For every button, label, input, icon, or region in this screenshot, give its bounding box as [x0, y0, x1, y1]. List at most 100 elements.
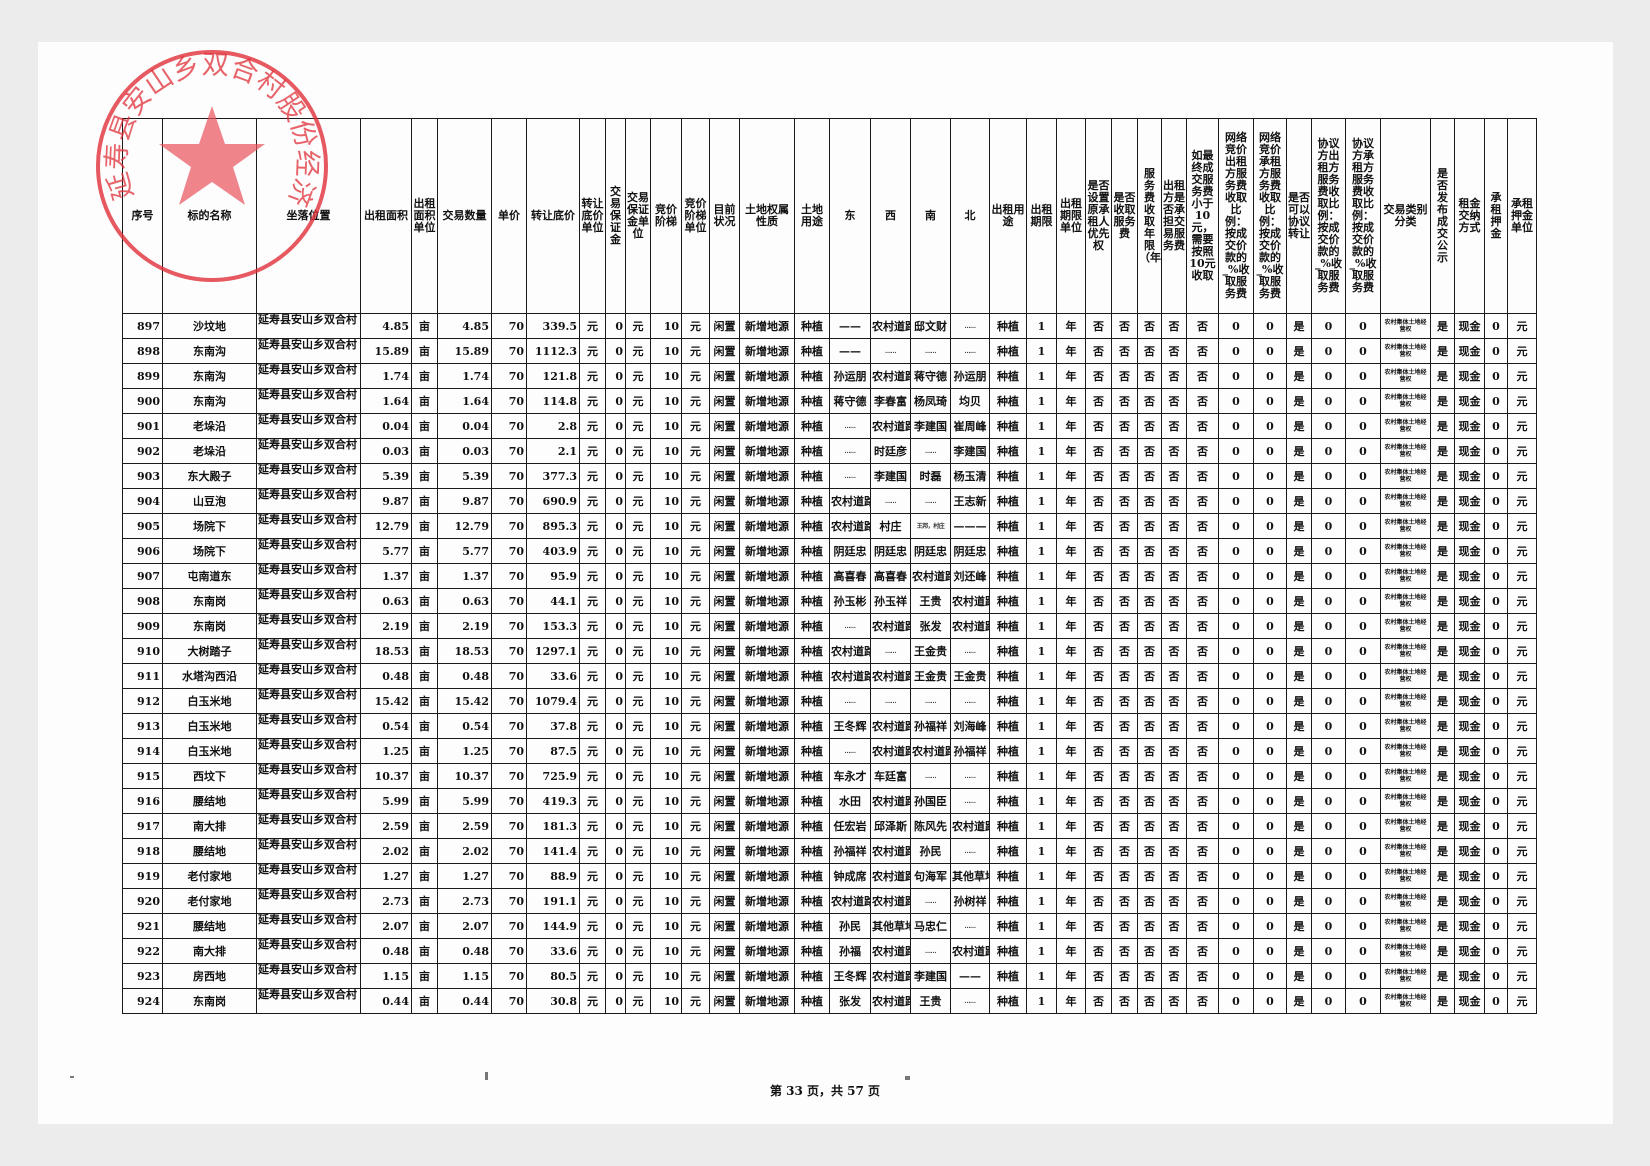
cell-price-unit: 元 [579, 688, 606, 714]
cell-bid-step: 10 [650, 613, 682, 639]
table-row: 909 东南岗 延寿县安山乡双合村 2.19 亩 2.19 70 153.3 元 0 元 10 元闲置新… [122, 613, 1537, 639]
cell-reserve-price: 88.9 [526, 863, 580, 889]
cell-min-fee-rule: 否 [1186, 588, 1219, 614]
cell-bid-step: 10 [650, 863, 682, 889]
location-text: 延寿县安山乡双合村 [258, 489, 357, 501]
cell-negotiated-lessee-fee-rate: 0 [1345, 913, 1381, 939]
cell-online-lessee-fee-rate: 0 [1253, 388, 1287, 414]
cell-bid-step-unit: 元 [681, 488, 710, 514]
cell-priority-right: 否 [1085, 638, 1112, 664]
cell-fee-years: 否 [1137, 813, 1162, 839]
cell-lot-name: 东南沟 [162, 363, 257, 389]
cell-west-boundary: 农村道路 [870, 988, 911, 1014]
cell-bid-step: 10 [650, 413, 682, 439]
cell-price-unit: 元 [579, 788, 606, 814]
cell-negotiated-lessor-fee-rate: 0 [1311, 363, 1346, 389]
cell-west-boundary: 农村道路 [870, 663, 911, 689]
cell-online-lessee-fee-rate: 0 [1253, 838, 1287, 864]
cell-location: 延寿县安山乡双合村 [256, 638, 361, 664]
cell-payment-method: 现金 [1454, 363, 1485, 389]
cell-price-unit: 元 [579, 463, 606, 489]
cell-online-lessor-fee-rate: 0 [1218, 663, 1254, 689]
cell-lease-area: 0.48 [360, 663, 412, 689]
cell-serial-no: 901 [122, 413, 163, 439]
cell-online-lessee-fee-rate: 0 [1253, 613, 1287, 639]
cell-trade-category: 农村集体土地经营权 [1380, 463, 1431, 489]
cell-lease-use: 种植 [989, 663, 1027, 689]
table-row: 914 白玉米地 延寿县安山乡双合村 1.25 亩 1.25 70 87.5 元 0 元 10 元闲置新… [122, 738, 1537, 764]
cell-land-use: 种植 [794, 913, 830, 939]
cell-service-fee-charged: 否 [1111, 313, 1138, 339]
location-text: 延寿县安山乡双合村 [258, 314, 357, 326]
cell-bid-step-unit: 元 [681, 938, 710, 964]
cell-east-boundary: 钟成席 [829, 863, 871, 889]
cell-lot-name: 腰结地 [162, 788, 257, 814]
cell-negotiable-transfer: 是 [1286, 988, 1312, 1014]
cell-area-unit: 亩 [411, 638, 438, 664]
cell-current-status: 闲置 [709, 938, 740, 964]
cell-reserve-price: 144.9 [526, 913, 580, 939]
cell-online-lessor-fee-rate: 0 [1218, 913, 1254, 939]
cell-land-ownership: 新增地源 [739, 588, 795, 614]
cell-location: 延寿县安山乡双合村 [256, 463, 361, 489]
cell-north-boundary: 农村道路 [950, 938, 990, 964]
cell-deposit-unit: 元 [625, 563, 651, 589]
cell-deposit: 0 [605, 563, 626, 589]
cell-online-lessor-fee-rate: 0 [1218, 888, 1254, 914]
header-bid-step-unit: 竞价阶梯单位 [681, 118, 710, 314]
cell-negotiable-transfer: 是 [1286, 313, 1312, 339]
header-bid-step: 竞价阶梯 [650, 118, 682, 314]
cell-deposit-amount: 0 [1484, 338, 1508, 364]
cell-deposit-unit: 元 [625, 988, 651, 1014]
cell-trade-category: 农村集体土地经营权 [1380, 363, 1431, 389]
cell-unit-price: 70 [491, 313, 527, 339]
cell-south-boundary: 李建国 [910, 963, 951, 989]
cell-fee-years: 否 [1137, 863, 1162, 889]
cell-south-boundary: 邸文财 [910, 313, 951, 339]
cell-payment-method: 现金 [1454, 513, 1485, 539]
cell-bid-step: 10 [650, 788, 682, 814]
cell-south-boundary: …… [910, 488, 951, 514]
cell-negotiated-lessor-fee-rate: 0 [1311, 613, 1346, 639]
header-service-fee-charged: 是否收取服务费 [1111, 118, 1138, 314]
cell-deposit-amount: 0 [1484, 588, 1508, 614]
cell-west-boundary: 农村道路 [870, 738, 911, 764]
cell-reserve-price: 37.8 [526, 713, 580, 739]
cell-payment-method: 现金 [1454, 638, 1485, 664]
cell-east-boundary: 孙玉彬 [829, 588, 871, 614]
cell-bid-step: 10 [650, 638, 682, 664]
cell-payment-method: 现金 [1454, 663, 1485, 689]
cell-deposit: 0 [605, 888, 626, 914]
cell-lot-name: 水塔沟西沿 [162, 663, 257, 689]
location-text: 延寿县安山乡双合村 [258, 339, 357, 351]
cell-south-boundary: …… [910, 438, 951, 464]
cell-negotiated-lessee-fee-rate: 0 [1345, 813, 1381, 839]
cell-lot-name: 老垛沿 [162, 438, 257, 464]
cell-south-boundary: 孙民 [910, 838, 951, 864]
cell-unit-price: 70 [491, 513, 527, 539]
cell-term-unit: 年 [1056, 713, 1086, 739]
cell-negotiated-lessee-fee-rate: 0 [1345, 313, 1381, 339]
cell-east-boundary: —— [829, 313, 871, 339]
cell-fee-years: 否 [1137, 838, 1162, 864]
cell-area-unit: 亩 [411, 713, 438, 739]
cell-negotiated-lessor-fee-rate: 0 [1311, 888, 1346, 914]
cell-term-unit: 年 [1056, 538, 1086, 564]
cell-unit-price: 70 [491, 863, 527, 889]
cell-lease-use: 种植 [989, 438, 1027, 464]
cell-online-lessee-fee-rate: 0 [1253, 638, 1287, 664]
cell-bid-step-unit: 元 [681, 913, 710, 939]
table-row: 921 腰结地 延寿县安山乡双合村 2.07 亩 2.07 70 144.9 元 0 元 10 元闲置新… [122, 913, 1537, 939]
cell-serial-no: 912 [122, 688, 163, 714]
cell-north-boundary: 李建国 [950, 438, 990, 464]
header-deposit-amount: 承租押金 [1484, 118, 1508, 314]
cell-east-boundary: 孙民 [829, 913, 871, 939]
cell-west-boundary: 农村道路 [870, 313, 911, 339]
cell-priority-right: 否 [1085, 813, 1112, 839]
cell-north-boundary: 孙运朋 [950, 363, 990, 389]
cell-lease-use: 种植 [989, 313, 1027, 339]
cell-min-fee-rule: 否 [1186, 863, 1219, 889]
header-min-fee-rule: 如最终成交服务费小于10元，需要按照10元收取 [1186, 118, 1219, 314]
cell-lease-area: 2.02 [360, 838, 412, 864]
cell-negotiated-lessor-fee-rate: 0 [1311, 938, 1346, 964]
